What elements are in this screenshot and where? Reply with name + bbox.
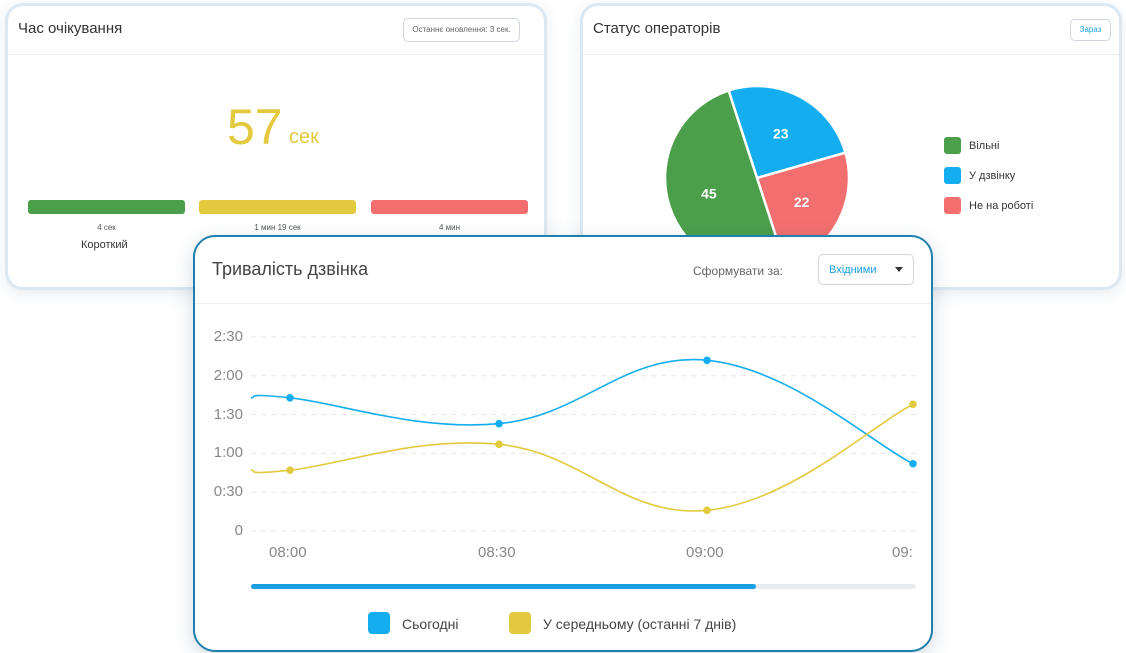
now-button[interactable]: Зараз [1070,19,1111,41]
y-tick-label: 0 [234,522,243,539]
data-point[interactable] [286,393,294,402]
pie-slice-label: 45 [701,186,717,202]
long-wait-label: 4 мин [438,223,461,232]
form-by-label: Сформувати за: [693,264,783,278]
medium-wait-bar [199,200,356,214]
data-point[interactable] [495,419,503,428]
legend-label: У дзвінку [969,170,1016,182]
y-tick-label: 1:00 [213,444,243,462]
last-update-button[interactable]: Останнє оновлення: 3 сек. [403,18,520,42]
legend-swatch [944,197,961,214]
data-point[interactable] [909,459,917,468]
y-tick-label: 0:30 [213,483,243,501]
header-divider [583,54,1119,55]
series-line [250,403,914,512]
legend-label: Не на роботі [969,200,1034,212]
y-tick-label: 1:30 [213,405,243,423]
header-divider [195,303,931,304]
call-duration-title: Тривалість дзвінка [212,259,369,279]
legend-label: Вільні [969,140,1000,152]
legend-swatch [944,137,961,154]
long-wait-bar [371,200,528,214]
y-tick-label: 2:30 [213,328,243,345]
data-point[interactable] [909,400,917,409]
short-wait-label: 4 сек [97,223,116,232]
data-point[interactable] [703,356,711,365]
data-point[interactable] [286,466,294,475]
x-tick-label: 08:30 [478,544,516,561]
x-tick-label: 09: [892,544,913,561]
series-line [250,358,914,465]
wait-time-title: Час очікування [18,20,123,37]
call-type-select-value: Вхідними [829,264,877,276]
data-point[interactable] [703,506,711,515]
y-tick-label: 2:00 [213,366,243,384]
pie-slice-label: 23 [773,125,789,141]
legend-label: У середньому (останні 7 днів) [543,616,737,632]
x-tick-label: 09:00 [686,544,724,561]
call-duration-line-chart [250,336,917,532]
wait-time-unit: сек [289,126,319,148]
call-duration-card: Тривалість дзвінка Сформувати за: Вхідни… [193,235,933,652]
pie-slice-label: 22 [794,194,810,210]
legend-label: Сьогодні [402,616,459,632]
call-type-select[interactable]: Вхідними [818,254,914,285]
legend-swatch [509,612,531,634]
chevron-down-icon [895,267,903,272]
header-divider [8,54,544,55]
x-tick-label: 08:00 [269,544,307,561]
short-wait-caption: Короткий [81,239,128,251]
legend-swatch [944,167,961,184]
medium-wait-label: 1 мин 19 сек [254,223,301,232]
wait-time-value: 57 [227,99,283,155]
data-point[interactable] [495,440,503,449]
pie-slice[interactable] [726,84,847,180]
chart-scrollbar-thumb[interactable] [251,584,757,589]
legend-swatch [368,612,390,634]
operators-title: Статус операторів [593,20,721,37]
short-wait-bar [28,200,185,214]
chart-scrollbar[interactable] [251,584,916,589]
